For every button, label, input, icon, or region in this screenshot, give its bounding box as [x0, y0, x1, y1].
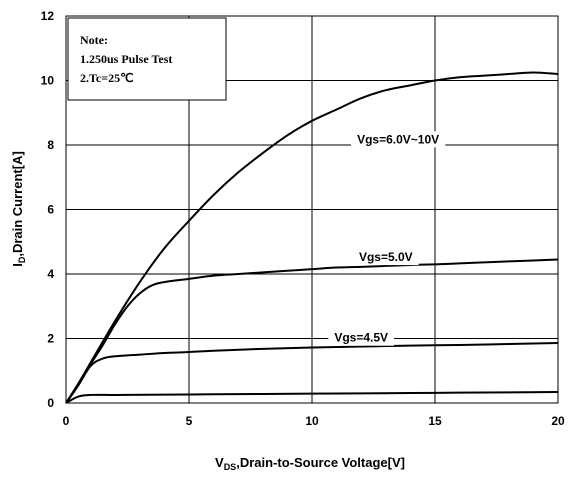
y-tick-label: 12 — [41, 9, 55, 23]
y-tick-label: 4 — [47, 267, 54, 281]
note-box-frame — [67, 17, 227, 101]
series-line-2 — [65, 258, 559, 404]
y-tick-label: 2 — [47, 332, 54, 346]
note-line-1: Note: — [80, 33, 108, 47]
y-axis-title-rest: ,Drain Current[A] — [10, 151, 25, 256]
y-tick-label: 0 — [47, 396, 54, 410]
x-tick-label: 20 — [551, 414, 565, 428]
series-label-1: Vgs=6.0V~10V — [357, 132, 439, 146]
series-label-layer: Vgs=6.0V~10V Vgs=5.0V Vgs=4.5V — [328, 131, 446, 346]
plot-frame — [65, 15, 559, 404]
series-label-3: Vgs=4.5V — [334, 331, 388, 345]
series-label-bg — [328, 329, 394, 346]
note-box: Note: 1.250us Pulse Test 2.Tc=25℃ — [67, 17, 227, 101]
x-tick-label: 5 — [186, 414, 193, 428]
tick-layer: 0 5 10 15 20 0 2 4 6 8 10 12 — [41, 9, 565, 428]
series-label-bg — [350, 131, 446, 148]
y-tick-label: 6 — [47, 203, 54, 217]
y-axis-title-sub: D — [17, 256, 27, 263]
x-tick-label: 15 — [428, 414, 442, 428]
y-tick-label: 10 — [41, 74, 55, 88]
x-axis-title-main: V — [215, 455, 224, 470]
x-axis-title: VDS,Drain-to-Source Voltage[V] — [215, 455, 405, 472]
x-tick-label: 0 — [63, 414, 70, 428]
note-line-2: 1.250us Pulse Test — [80, 52, 172, 66]
x-axis-title-rest: ,Drain-to-Source Voltage[V] — [236, 455, 405, 470]
y-tick-label: 8 — [47, 138, 54, 152]
y-axis-title: ID,Drain Current[A] — [10, 151, 27, 267]
grid-layer — [65, 15, 559, 404]
curve-layer — [65, 71, 559, 404]
x-tick-label: 10 — [305, 414, 319, 428]
note-line-3: 2.Tc=25℃ — [80, 71, 134, 85]
series-line-3 — [65, 342, 559, 404]
series-label-bg — [353, 249, 419, 266]
x-axis-title-sub: DS — [224, 462, 237, 472]
series-line-4 — [65, 391, 559, 404]
series-label-2: Vgs=5.0V — [359, 250, 413, 264]
y-axis-title-main: I — [10, 263, 25, 267]
series-line-1 — [65, 71, 559, 404]
